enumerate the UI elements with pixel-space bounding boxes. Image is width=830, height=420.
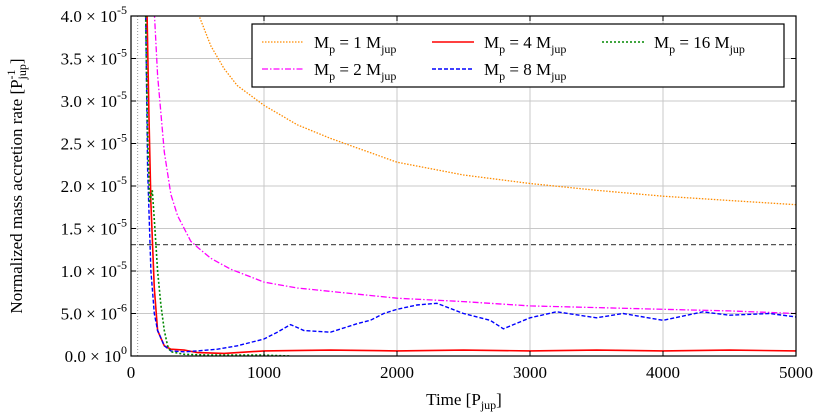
y-tick-label: 3.0 × 10-5: [61, 88, 127, 111]
legend-entry: Mp = 2 Mjup: [262, 60, 396, 83]
legend-label: Mp = 1 Mjup: [314, 33, 396, 56]
legend-label: Mp = 8 Mjup: [484, 60, 566, 83]
series-line-2: [153, 16, 796, 315]
series-line-5: [144, 16, 291, 356]
series-line-1: [198, 16, 796, 206]
axis-ticks: 0 1000 2000 3000 4000 5000 0.0 × 100 5.0 × 10-6…: [61, 3, 813, 382]
series-lines: [144, 16, 796, 356]
y-tick-label: 1.0 × 10-5: [61, 258, 127, 281]
legend: Mp = 1 Mjup Mp = 2 Mjup Mp = 4 Mjup Mp = 8 …: [251, 23, 785, 88]
legend-label: Mp = 2 Mjup: [314, 60, 396, 83]
y-tick-label: 3.5 × 10-5: [61, 46, 127, 69]
x-tick-label: 5000: [779, 363, 813, 382]
x-tick-label: 3000: [513, 363, 547, 382]
y-tick-label: 0.0 × 100: [65, 343, 127, 366]
x-tick-label: 2000: [380, 363, 414, 382]
x-axis-label: Time [Pjup]: [426, 390, 502, 412]
x-tick-label: 4000: [646, 363, 680, 382]
y-tick-label: 4.0 × 10-5: [61, 3, 127, 26]
x-tick-label: 0: [127, 363, 136, 382]
y-tick-label: 1.5 × 10-5: [61, 216, 127, 239]
x-tick-label: 1000: [247, 363, 281, 382]
legend-label: Mp = 16 Mjup: [654, 33, 745, 56]
y-axis-label: Normalized mass accretion rate [P-1jup]: [4, 58, 29, 313]
legend-entry: Mp = 1 Mjup: [262, 33, 396, 56]
legend-entry: Mp = 4 Mjup: [432, 33, 566, 56]
legend-entry: Mp = 8 Mjup: [432, 60, 566, 83]
legend-entry: Mp = 16 Mjup: [602, 33, 745, 56]
series-line-3: [146, 16, 796, 355]
y-tick-label: 5.0 × 10-6: [61, 301, 127, 324]
legend-box: [251, 23, 785, 88]
reference-lines: [131, 16, 796, 356]
y-tick-label: 2.0 × 10-5: [61, 173, 127, 196]
legend-label: Mp = 4 Mjup: [484, 33, 566, 56]
y-tick-label: 2.5 × 10-5: [61, 131, 127, 154]
